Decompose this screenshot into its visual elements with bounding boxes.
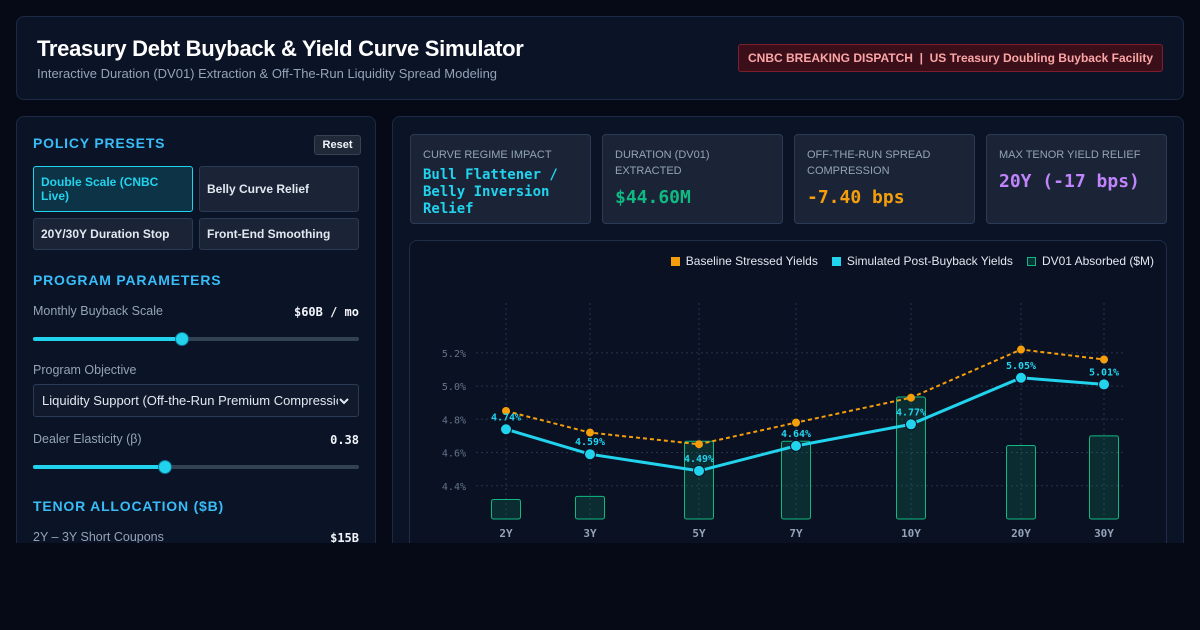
bar [1006,445,1036,520]
legend-swatch [1026,257,1036,266]
metric-card: CURVE REGIME IMPACT Bull Flattener / Bell… [410,134,591,224]
preset-button[interactable]: Double Scale (CNBC Live) [33,166,193,212]
preset-button[interactable]: 20Y/30Y Duration Stop [33,218,193,250]
legend-item: DV01 Absorbed ($M) [1026,254,1154,268]
point [907,393,915,402]
viewport: Treasury Debt Buyback & Yield Curve Simu… [16,16,1184,543]
point [792,418,800,427]
x-tick-label: 30Y [1094,527,1114,540]
slider-fill [33,337,182,341]
param-value: 0.38 [330,433,359,447]
metric-value: 20Y (-17 bps) [999,171,1140,192]
point [693,464,705,477]
x-tick-label: 5Y [692,527,706,540]
metric-label: MAX TENOR YIELD RELIEF [999,149,1141,161]
app-subtitle: Interactive Duration (DV01) Extraction &… [37,66,498,81]
bar [491,499,521,520]
point [502,407,510,415]
legend-label: Baseline Stressed Yields [685,254,818,268]
legend-swatch [831,257,841,266]
param-label: Monthly Buyback Scale [33,304,163,318]
data-label: 4.64% [781,429,811,440]
metric-label: OFF-THE-RUN SPREAD COMPRESSION [807,149,931,177]
section-title: POLICY PRESETS [33,135,166,151]
metric-card: MAX TENOR YIELD RELIEF 20Y (-17 bps) [986,134,1167,224]
point [1015,371,1027,384]
data-label: 4.49% [684,454,714,465]
section-title: TENOR ALLOCATION ($B) [33,498,225,514]
param-label: 2Y – 3Y Short Coupons [33,530,164,543]
select-caret [339,397,349,404]
news-badge: CNBC BREAKING DISPATCH | US Treasury Dou… [738,44,1163,72]
x-tick-label: 3Y [583,527,597,540]
x-tick-label: 20Y [1011,527,1031,540]
preset-button[interactable]: Front-End Smoothing [199,218,359,250]
y-tick-label: 5.2% [442,349,466,360]
section-title: PROGRAM PARAMETERS [33,272,222,288]
point [584,448,596,461]
legend-swatch [670,257,680,266]
metric-value: Bull Flattener / Belly Inversion Relief [423,167,558,217]
slider-fill [33,465,165,469]
preset-button[interactable]: Belly Curve Relief [199,166,359,212]
metric-value: $44.60M [615,187,691,208]
point [695,440,703,449]
app-title: Treasury Debt Buyback & Yield Curve Simu… [37,36,524,61]
param-label: Dealer Elasticity (β) [33,432,142,446]
y-tick-label: 4.6% [442,449,466,460]
point [586,428,594,437]
x-tick-label: 10Y [901,527,921,540]
y-tick-label: 4.8% [442,415,466,426]
slider-track[interactable] [33,337,359,341]
metric-card: DURATION (DV01) EXTRACTED $44.60M [602,134,783,224]
objective-select[interactable]: Liquidity Support (Off-the-Run Premium C… [33,384,359,417]
bar [781,440,811,520]
x-tick-label: 7Y [789,527,803,540]
legend-item: Simulated Post-Buyback Yields [831,254,1013,268]
data-label: 4.74% [491,412,521,423]
bar [1089,435,1119,520]
slider-thumb[interactable] [158,460,172,474]
legend-label: Simulated Post-Buyback Yields [846,254,1013,268]
param-value: $15B [330,531,359,543]
point [1100,355,1108,364]
legend-label: DV01 Absorbed ($M) [1041,254,1154,268]
y-tick-label: 4.4% [442,482,466,493]
point [1098,378,1110,391]
point [905,418,917,431]
bar [575,495,605,520]
legend-item: Baseline Stressed Yields [670,254,818,268]
data-label: 5.01% [1089,367,1119,378]
data-label: 5.05% [1006,361,1036,372]
x-tick-label: 2Y [499,527,513,540]
reset-button[interactable]: Reset [314,135,361,155]
chart-card [409,240,1167,543]
data-label: 4.77% [896,407,926,418]
select-value: Liquidity Support (Off-the-Run Premium C… [42,393,339,408]
point [790,439,802,452]
param-label: Program Objective [33,363,137,377]
metric-card: OFF-THE-RUN SPREAD COMPRESSION -7.40 bps [794,134,975,224]
slider-track[interactable] [33,465,359,469]
metric-label: DURATION (DV01) EXTRACTED [615,149,710,177]
y-tick-label: 5.0% [442,382,466,393]
chart: 4.4% 4.6% 4.8% 5.0% 5.2% 2Y 3Y 5Y 7Y 10Y 20Y 30Y 4.7… [442,303,1126,540]
param-value: $60B / mo [293,305,359,319]
metric-label: CURVE REGIME IMPACT [423,149,552,161]
metric-value: -7.40 bps [807,187,905,208]
data-label: 4.59% [575,437,605,448]
point [1017,345,1025,354]
slider-thumb[interactable] [175,332,189,346]
legend: Baseline Stressed Yields Simulated Post-B… [670,254,1154,268]
point [500,423,512,436]
